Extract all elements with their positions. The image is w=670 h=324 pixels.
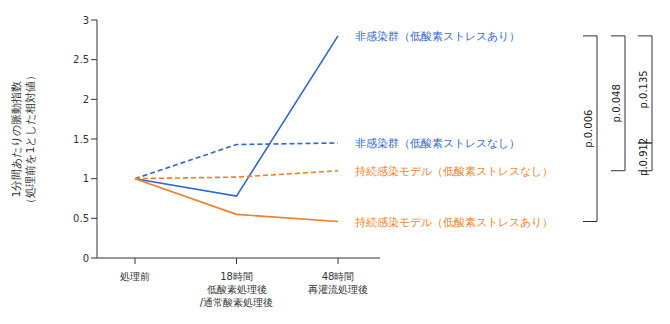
svg-text:1分間あたりの脈動指数（処理前を1とした相対値）: 1分間あたりの脈動指数（処理前を1とした相対値） xyxy=(10,70,37,209)
svg-text:p.0.048: p.0.048 xyxy=(611,84,622,122)
svg-text:非感染群（低酸素ストレスあり）: 非感染群（低酸素ストレスあり） xyxy=(355,30,520,43)
svg-text:1: 1 xyxy=(83,173,89,184)
svg-text:p.0.912: p.0.912 xyxy=(638,138,649,176)
svg-text:非感染群（低酸素ストレスなし）: 非感染群（低酸素ストレスなし） xyxy=(355,137,520,150)
svg-text:p.0.006: p.0.006 xyxy=(583,110,594,148)
svg-text:3: 3 xyxy=(83,15,89,26)
svg-text:2.5: 2.5 xyxy=(73,54,89,65)
svg-text:p.0.135: p.0.135 xyxy=(638,70,649,108)
svg-text:0.5: 0.5 xyxy=(73,213,89,224)
svg-text:18時間低酸素処理後/通常酸素処理後: 18時間低酸素処理後/通常酸素処理後 xyxy=(200,271,273,308)
svg-text:2: 2 xyxy=(83,94,89,105)
svg-text:処理前: 処理前 xyxy=(120,271,150,282)
svg-text:0: 0 xyxy=(83,253,89,264)
svg-text:持続感染モデル（低酸素ストレスあり）: 持続感染モデル（低酸素ストレスあり） xyxy=(355,216,553,229)
svg-text:1.5: 1.5 xyxy=(73,134,89,145)
svg-text:48時間再灌流処理後: 48時間再灌流処理後 xyxy=(308,271,368,295)
svg-text:持続感染モデル（低酸素ストレスなし）: 持続感染モデル（低酸素ストレスなし） xyxy=(355,165,553,178)
